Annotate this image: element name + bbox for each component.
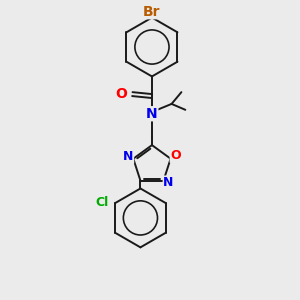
Text: Cl: Cl <box>96 196 109 209</box>
Text: N: N <box>146 107 158 121</box>
Text: O: O <box>170 149 181 162</box>
Text: N: N <box>163 176 174 189</box>
Text: Br: Br <box>143 5 161 19</box>
Text: O: O <box>116 87 128 101</box>
Text: N: N <box>123 150 134 163</box>
